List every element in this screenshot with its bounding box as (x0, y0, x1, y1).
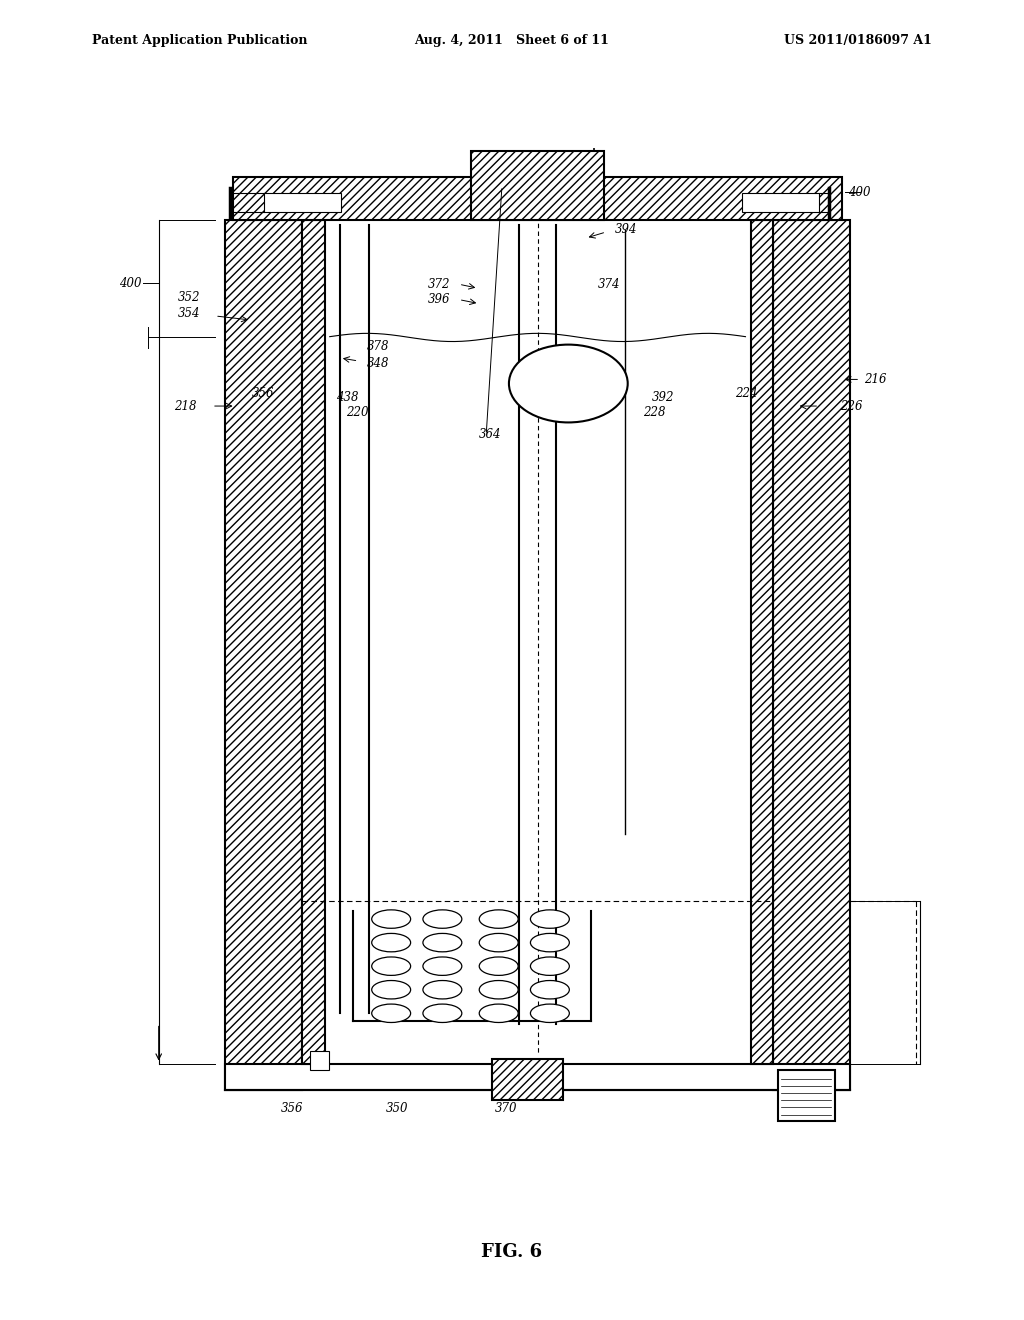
Text: 372: 372 (428, 277, 451, 290)
Bar (225, 219, 302, 1090)
Text: 216: 216 (864, 374, 887, 385)
Text: 348: 348 (367, 356, 389, 370)
Text: FIG. 6: FIG. 6 (481, 1242, 543, 1261)
Text: 378: 378 (367, 341, 389, 354)
Ellipse shape (530, 933, 569, 952)
Ellipse shape (479, 981, 518, 999)
Text: US 2011/0186097 A1: US 2011/0186097 A1 (784, 34, 932, 48)
Text: 350: 350 (386, 1102, 409, 1115)
Ellipse shape (423, 1005, 462, 1023)
Ellipse shape (372, 933, 411, 952)
Ellipse shape (479, 1005, 518, 1023)
Bar (751, 219, 773, 1064)
Text: 364: 364 (479, 428, 502, 441)
Ellipse shape (479, 933, 518, 952)
Text: 396: 396 (428, 293, 451, 306)
Ellipse shape (479, 957, 518, 975)
Ellipse shape (423, 909, 462, 928)
Text: 228: 228 (643, 405, 666, 418)
Ellipse shape (479, 909, 518, 928)
Ellipse shape (509, 345, 628, 422)
Text: 356: 356 (281, 1102, 303, 1115)
Ellipse shape (372, 1005, 411, 1023)
Text: 370: 370 (495, 1102, 517, 1115)
Bar (471, 150, 604, 219)
Ellipse shape (423, 957, 462, 975)
Bar (264, 193, 341, 211)
Text: Patent Application Publication: Patent Application Publication (92, 34, 307, 48)
Bar (302, 219, 325, 1064)
Ellipse shape (372, 957, 411, 975)
Bar (751, 219, 773, 1064)
Text: 356: 356 (252, 387, 274, 400)
Ellipse shape (372, 909, 411, 928)
Bar (492, 1060, 563, 1101)
Bar (773, 219, 850, 1090)
Text: 438: 438 (336, 391, 358, 404)
Text: 400: 400 (848, 186, 870, 198)
Bar (778, 1069, 835, 1121)
Bar (302, 219, 325, 1064)
Ellipse shape (530, 981, 569, 999)
Bar (310, 1051, 329, 1069)
Ellipse shape (530, 909, 569, 928)
Ellipse shape (423, 981, 462, 999)
Bar (742, 193, 819, 211)
Text: 220: 220 (346, 405, 369, 418)
Ellipse shape (530, 957, 569, 975)
Text: 352: 352 (178, 290, 201, 304)
Ellipse shape (530, 1005, 569, 1023)
Bar (233, 177, 842, 219)
Text: 226: 226 (840, 400, 862, 413)
Ellipse shape (423, 933, 462, 952)
Text: 394: 394 (614, 223, 637, 236)
Bar (492, 1060, 563, 1101)
Bar (225, 219, 302, 1090)
Text: 400: 400 (119, 277, 141, 289)
Text: 218: 218 (174, 400, 197, 413)
Text: 392: 392 (652, 391, 675, 404)
Bar (302, 219, 773, 1064)
Bar (233, 177, 842, 219)
Text: 354: 354 (178, 308, 201, 321)
Bar (773, 219, 850, 1090)
Bar (471, 150, 604, 219)
Bar (225, 1064, 850, 1090)
Text: Aug. 4, 2011   Sheet 6 of 11: Aug. 4, 2011 Sheet 6 of 11 (415, 34, 609, 48)
Text: 224: 224 (735, 387, 758, 400)
Ellipse shape (372, 981, 411, 999)
Text: 374: 374 (598, 277, 621, 290)
